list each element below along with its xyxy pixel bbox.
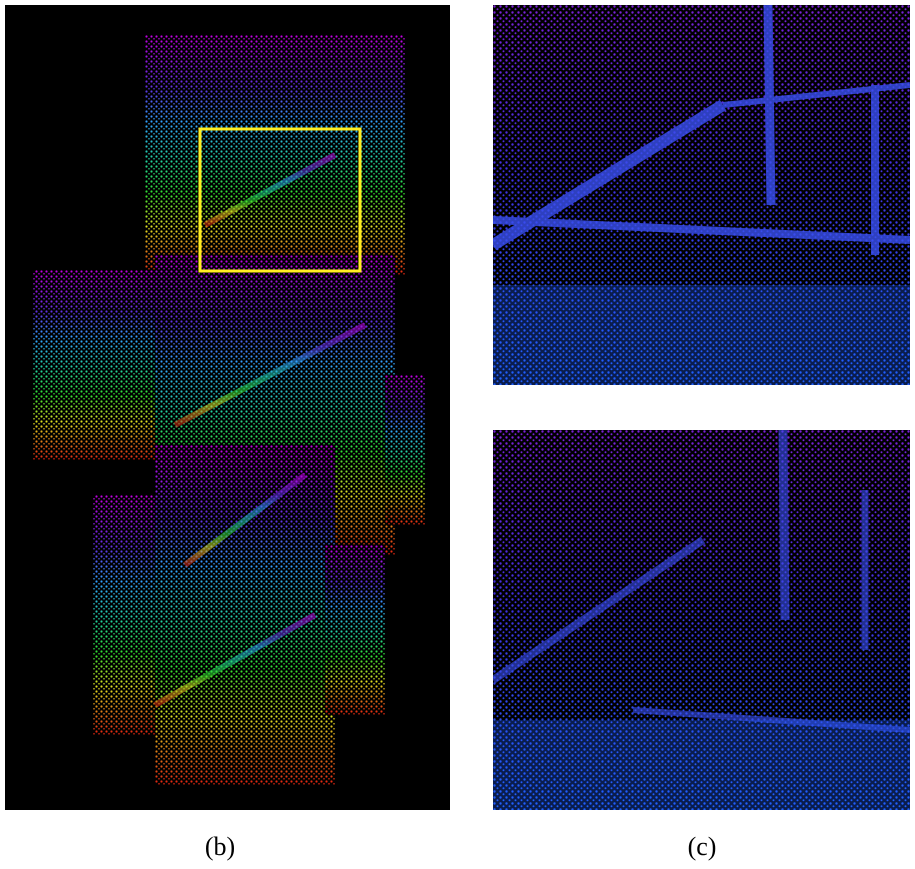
highlight-box	[198, 127, 362, 273]
point-cloud-overview-image	[33, 35, 425, 785]
point-cloud-overview-panel	[5, 5, 450, 810]
zoomed-point-cloud-top-image	[493, 5, 910, 385]
caption-b: (b)	[204, 832, 236, 861]
zoomed-point-cloud-bottom	[493, 430, 910, 810]
zoomed-point-cloud-top	[493, 5, 910, 385]
caption-c: (c)	[687, 832, 717, 861]
zoomed-point-cloud-bottom-image	[493, 430, 910, 810]
